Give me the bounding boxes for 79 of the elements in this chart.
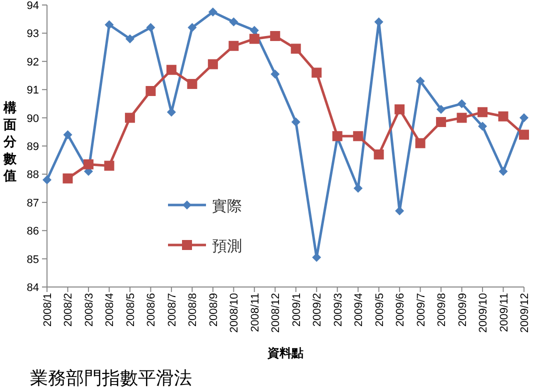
legend-label: 預測 [212, 238, 242, 255]
y-tick-label: 86 [26, 226, 39, 238]
point [436, 104, 446, 114]
x-tick-label: 2008/1 [42, 293, 54, 327]
point [415, 138, 426, 148]
x-tick-label: 2008/12 [270, 293, 282, 333]
y-tick-label: 87 [26, 197, 39, 210]
x-tick-label: 2008/8 [187, 293, 200, 327]
point [457, 99, 466, 108]
x-tick-label: 2008/7 [166, 293, 178, 327]
point [125, 34, 134, 44]
x-tick-label: 2008/4 [104, 293, 116, 327]
point [104, 160, 114, 171]
point [208, 8, 218, 17]
point [62, 173, 73, 184]
point [353, 131, 364, 142]
x-tick-label: 2009/10 [478, 293, 490, 333]
point [146, 23, 156, 32]
point [498, 166, 508, 176]
point [478, 107, 488, 118]
x-tick-label: 2008/3 [83, 293, 96, 327]
point [498, 111, 508, 122]
x-tick-label: 2008/6 [146, 293, 158, 327]
point [228, 40, 239, 51]
point [270, 70, 280, 79]
y-tick-label: 91 [26, 84, 39, 97]
legend-label: 實際 [212, 198, 242, 215]
point [146, 86, 156, 96]
y-axis-title: 構面分數值 [2, 100, 18, 183]
point [208, 59, 218, 70]
x-tick-label: 2009/7 [415, 293, 428, 327]
point [250, 26, 259, 35]
x-tick-label: 2009/4 [353, 293, 366, 327]
point [188, 23, 197, 32]
x-axis-title: 資料點 [266, 346, 304, 360]
point [187, 78, 198, 89]
point [104, 20, 114, 30]
point [229, 17, 238, 26]
point [519, 130, 529, 140]
y-tick-label: 84 [26, 282, 39, 294]
x-tick-label: 2008/5 [124, 293, 137, 327]
x-tick-label: 2008/11 [249, 293, 262, 332]
y-tick-label: 90 [26, 112, 39, 125]
point [249, 34, 260, 44]
x-tick-label: 2009/8 [436, 293, 448, 327]
point [63, 130, 72, 140]
point [416, 76, 425, 86]
x-tick-label: 2008/10 [228, 293, 241, 333]
point [290, 44, 301, 54]
x-tick-label: 2009/1 [290, 293, 303, 327]
point [456, 112, 467, 123]
x-tick-label: 2009/6 [394, 293, 407, 327]
y-tick-label: 93 [26, 28, 39, 40]
point [83, 159, 94, 170]
point [520, 113, 528, 122]
x-tick-label: 2009/2 [312, 293, 324, 327]
y-tick-label: 89 [26, 141, 39, 153]
x-tick-label: 2009/3 [332, 293, 344, 327]
x-tick-label: 2009/12 [519, 293, 531, 333]
x-tick-label: 2009/11 [498, 293, 510, 332]
y-tick-label: 88 [26, 169, 39, 182]
point [270, 31, 280, 42]
x-tick-label: 2009/5 [374, 293, 386, 327]
point [394, 104, 405, 114]
x-tick-label: 2008/2 [62, 293, 75, 327]
text: 業務部門指數平滑法 [30, 368, 192, 389]
y-tick-label: 92 [26, 56, 39, 68]
point [312, 68, 322, 78]
point [374, 149, 384, 160]
point [291, 118, 300, 127]
point [478, 122, 488, 131]
point [42, 175, 52, 184]
x-tick-label: 2009/9 [456, 293, 469, 327]
x-tick-label: 2008/9 [208, 293, 220, 327]
y-tick-label: 85 [26, 254, 39, 266]
point [166, 64, 176, 75]
y-tick-label: 94 [26, 0, 39, 12]
point [436, 117, 446, 128]
point [124, 112, 135, 123]
